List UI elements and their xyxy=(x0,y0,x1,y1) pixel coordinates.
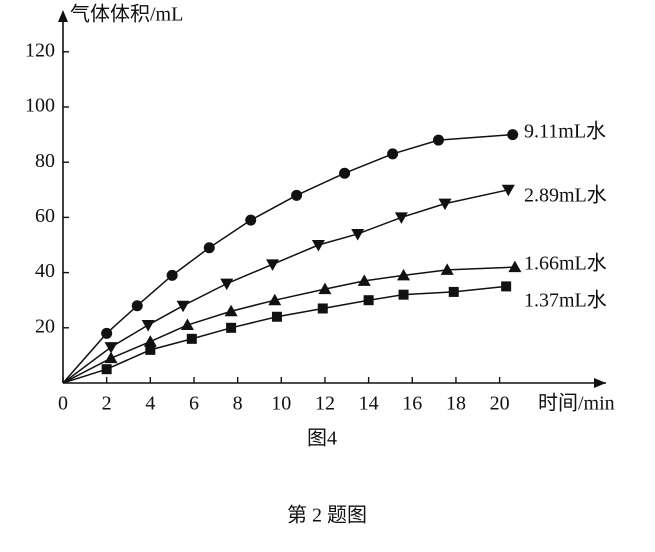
point xyxy=(318,282,332,295)
point xyxy=(131,300,143,312)
point xyxy=(432,134,444,146)
x-tick-label: 20 xyxy=(490,393,510,415)
y-tick-label: 20 xyxy=(35,315,55,337)
point xyxy=(266,259,280,271)
point xyxy=(311,240,325,252)
subcaption: 第 2 题图 xyxy=(287,504,367,527)
y-tick-label: 120 xyxy=(25,39,55,61)
y-arrow xyxy=(58,10,68,22)
x-tick-label: 8 xyxy=(233,393,243,415)
point xyxy=(166,269,178,281)
point xyxy=(271,311,282,322)
point xyxy=(224,304,238,317)
point xyxy=(448,286,459,297)
point xyxy=(387,148,399,160)
x-tick-label: 12 xyxy=(315,393,335,415)
series-line xyxy=(62,133,513,384)
point xyxy=(501,281,512,292)
y-tick-label: 80 xyxy=(35,150,55,172)
point xyxy=(104,342,118,354)
caption: 图4 xyxy=(307,428,337,450)
series-line xyxy=(62,189,509,384)
point xyxy=(351,228,365,241)
point xyxy=(508,260,522,273)
x-tick-label: 2 xyxy=(102,393,112,415)
point xyxy=(357,274,371,286)
point xyxy=(394,212,408,224)
point xyxy=(101,364,112,375)
series-line xyxy=(62,285,507,384)
x-arrow xyxy=(594,378,606,388)
point xyxy=(440,263,454,275)
series-line xyxy=(62,266,515,384)
series-label: 1.37mL水 xyxy=(524,289,607,312)
series-label: 9.11mL水 xyxy=(524,120,606,143)
x-tick-label: 16 xyxy=(402,393,422,415)
series-label: 1.66mL水 xyxy=(524,252,607,275)
x-tick-label: 0 xyxy=(58,393,68,415)
point xyxy=(397,268,411,281)
x-tick-label: 18 xyxy=(446,393,466,415)
x-tick-label: 10 xyxy=(271,393,291,415)
point xyxy=(501,184,515,197)
point xyxy=(145,344,156,355)
point xyxy=(226,322,237,333)
point xyxy=(317,303,328,314)
point xyxy=(291,189,303,201)
point xyxy=(141,320,155,332)
point xyxy=(220,278,234,291)
point xyxy=(180,318,194,331)
point xyxy=(398,289,409,300)
point xyxy=(143,335,157,347)
x-axis-label: 时间/min xyxy=(538,392,615,415)
point xyxy=(363,295,374,306)
x-tick-label: 14 xyxy=(359,393,379,415)
x-tick-label: 4 xyxy=(145,393,155,415)
point xyxy=(203,242,215,254)
y-tick-label: 60 xyxy=(35,205,55,227)
point xyxy=(176,300,190,313)
point xyxy=(245,214,257,226)
point xyxy=(268,293,282,306)
point xyxy=(104,351,118,364)
y-tick-label: 100 xyxy=(25,95,55,117)
point xyxy=(339,167,351,179)
x-tick-label: 6 xyxy=(189,393,199,415)
y-tick-label: 40 xyxy=(35,260,55,282)
series-label: 2.89mL水 xyxy=(524,184,607,207)
y-axis-label: 气体体积/mL xyxy=(70,3,183,26)
point xyxy=(186,333,197,344)
point xyxy=(438,198,452,211)
point xyxy=(507,129,519,141)
point xyxy=(101,327,113,339)
